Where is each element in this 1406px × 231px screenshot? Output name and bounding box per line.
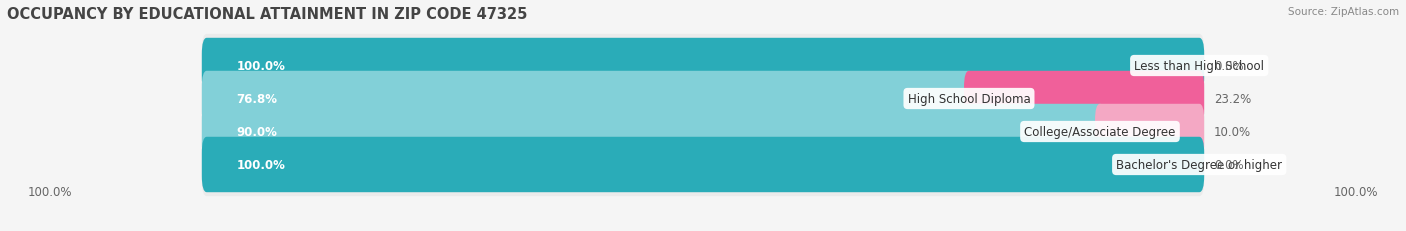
Text: 0.0%: 0.0% bbox=[1215, 60, 1244, 73]
FancyBboxPatch shape bbox=[1095, 104, 1204, 160]
Text: 23.2%: 23.2% bbox=[1215, 93, 1251, 106]
Text: College/Associate Degree: College/Associate Degree bbox=[1025, 125, 1175, 138]
Text: Bachelor's Degree or higher: Bachelor's Degree or higher bbox=[1116, 158, 1282, 171]
Text: 100.0%: 100.0% bbox=[236, 158, 285, 171]
FancyBboxPatch shape bbox=[202, 133, 1204, 196]
FancyBboxPatch shape bbox=[202, 67, 1204, 131]
Text: 0.0%: 0.0% bbox=[1215, 158, 1244, 171]
FancyBboxPatch shape bbox=[202, 100, 1204, 164]
FancyBboxPatch shape bbox=[202, 71, 974, 127]
FancyBboxPatch shape bbox=[202, 104, 1105, 160]
Text: Source: ZipAtlas.com: Source: ZipAtlas.com bbox=[1288, 7, 1399, 17]
FancyBboxPatch shape bbox=[202, 137, 1204, 192]
FancyBboxPatch shape bbox=[202, 39, 1204, 94]
Text: 90.0%: 90.0% bbox=[236, 125, 277, 138]
Text: 100.0%: 100.0% bbox=[28, 185, 73, 198]
Text: 10.0%: 10.0% bbox=[1215, 125, 1251, 138]
Text: Less than High School: Less than High School bbox=[1135, 60, 1264, 73]
FancyBboxPatch shape bbox=[965, 71, 1204, 127]
Text: 100.0%: 100.0% bbox=[1333, 185, 1378, 198]
Text: 76.8%: 76.8% bbox=[236, 93, 277, 106]
FancyBboxPatch shape bbox=[202, 35, 1204, 98]
Text: High School Diploma: High School Diploma bbox=[908, 93, 1031, 106]
Text: 100.0%: 100.0% bbox=[236, 60, 285, 73]
Text: OCCUPANCY BY EDUCATIONAL ATTAINMENT IN ZIP CODE 47325: OCCUPANCY BY EDUCATIONAL ATTAINMENT IN Z… bbox=[7, 7, 527, 22]
